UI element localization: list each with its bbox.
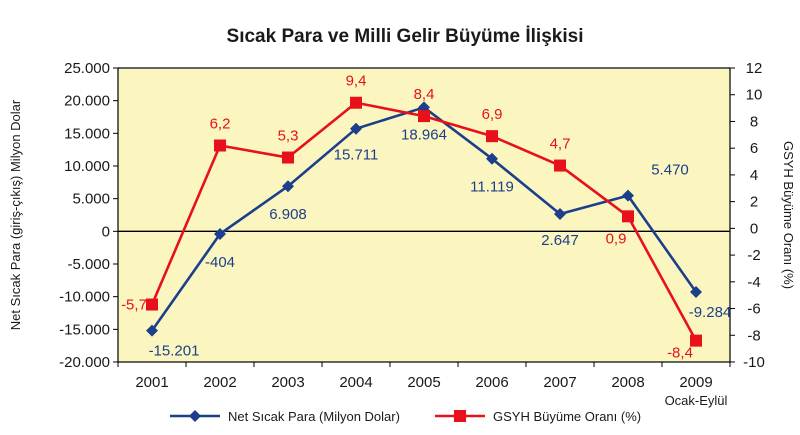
x-tick-label: 2008 — [611, 374, 644, 391]
data-point — [350, 122, 362, 135]
data-point — [146, 324, 158, 337]
x-axis: 2001 2002 2003 2004 2005 2006 2007 2008 2009 Ocak… — [117, 362, 731, 408]
data-point — [486, 130, 498, 143]
series-group: -15.201 -404 6.908 15.711 18.964 11.119 2.647 5… — [121, 73, 731, 362]
x-tick-label: 2002 — [203, 374, 236, 391]
data-label: -15.201 — [149, 343, 200, 360]
x-tick-label: 2004 — [339, 374, 372, 391]
y2-tick-label: -4 — [747, 274, 760, 291]
y-axis-right: -10 -8 -6 -4 -2 0 2 4 6 8 10 12 — [730, 60, 765, 371]
y-tick-label: 10.000 — [64, 158, 110, 175]
data-point — [554, 208, 566, 221]
y2-tick-label: 10 — [746, 87, 763, 104]
data-point — [486, 152, 498, 165]
y-axis-left: -20.000 -15.000 -10.000 -5.000 0 5.000 10.000 1… — [59, 60, 118, 371]
y-tick-label: 25.000 — [64, 60, 110, 77]
data-label: 5.470 — [651, 162, 689, 179]
data-point — [690, 285, 702, 298]
y2-tick-label: -8 — [747, 327, 760, 344]
y2-tick-label: -10 — [743, 354, 765, 371]
data-point — [214, 139, 226, 152]
x-tick-sublabel: Ocak-Eylül — [665, 393, 728, 408]
data-point — [282, 180, 294, 193]
data-point — [554, 159, 566, 172]
y2-tick-label: -2 — [747, 247, 760, 264]
data-label: 15.711 — [334, 147, 379, 164]
y-tick-label: -5.000 — [67, 256, 110, 273]
y2-tick-label: 8 — [750, 113, 758, 130]
data-label: 6,2 — [210, 116, 231, 133]
y2-tick-label: 6 — [750, 140, 758, 157]
data-label: 9,4 — [346, 73, 367, 90]
y-tick-label: 20.000 — [64, 93, 110, 110]
y-axis-label: Net Sıcak Para (giriş-çıkış) Milyon Dola… — [8, 99, 23, 330]
data-label: 8,4 — [414, 86, 435, 103]
y2-tick-label: 4 — [750, 167, 758, 184]
x-tick-label: 2007 — [543, 374, 576, 391]
y2-tick-label: 2 — [750, 194, 758, 211]
data-label: -8,4 — [667, 345, 693, 362]
data-label: 4,7 — [550, 136, 571, 153]
data-label: 5,3 — [278, 128, 299, 145]
data-point — [146, 298, 158, 311]
data-label: 0,9 — [606, 230, 627, 247]
x-tick-label: 2005 — [407, 374, 440, 391]
y-tick-label: -10.000 — [59, 289, 110, 306]
data-label: 2.647 — [541, 232, 579, 249]
data-label: 6.908 — [269, 206, 307, 223]
y-tick-label: 5.000 — [72, 191, 110, 208]
legend: Net Sıcak Para (Milyon Dolar) GSYH Büyüme… — [170, 409, 641, 424]
x-tick-label: 2001 — [135, 374, 168, 391]
chart-title: Sıcak Para ve Milli Gelir Büyüme İlişkis… — [227, 26, 584, 47]
y2-axis-label: GSYH Büyüme Oranı (%) — [781, 141, 796, 289]
x-tick-label: 2006 — [475, 374, 508, 391]
data-point — [690, 334, 702, 347]
data-label: 18.964 — [401, 126, 447, 143]
data-point — [418, 110, 430, 123]
data-label: 11.119 — [470, 179, 514, 196]
data-label: -9.284 — [689, 304, 732, 321]
legend-marker — [189, 410, 201, 422]
x-tick-label: 2003 — [271, 374, 304, 391]
y-tick-label: -15.000 — [59, 321, 110, 338]
data-point — [350, 96, 362, 109]
y-tick-label: 15.000 — [64, 125, 110, 142]
data-label: -5,7 — [121, 297, 147, 314]
y2-tick-label: -6 — [747, 301, 760, 318]
x-tick-label: 2009 — [679, 374, 712, 391]
y-tick-label: -20.000 — [59, 354, 110, 371]
data-label: 6,9 — [482, 106, 503, 123]
legend-label: GSYH Büyüme Oranı (%) — [493, 409, 641, 424]
data-label: -404 — [205, 254, 235, 271]
y2-tick-label: 0 — [750, 220, 758, 237]
y2-tick-label: 12 — [746, 60, 763, 77]
legend-label: Net Sıcak Para (Milyon Dolar) — [228, 409, 400, 424]
data-point — [214, 227, 226, 240]
data-point — [622, 210, 634, 223]
data-point — [282, 151, 294, 164]
legend-marker — [454, 410, 466, 422]
data-point — [622, 189, 634, 202]
y-tick-label: 0 — [102, 223, 110, 240]
